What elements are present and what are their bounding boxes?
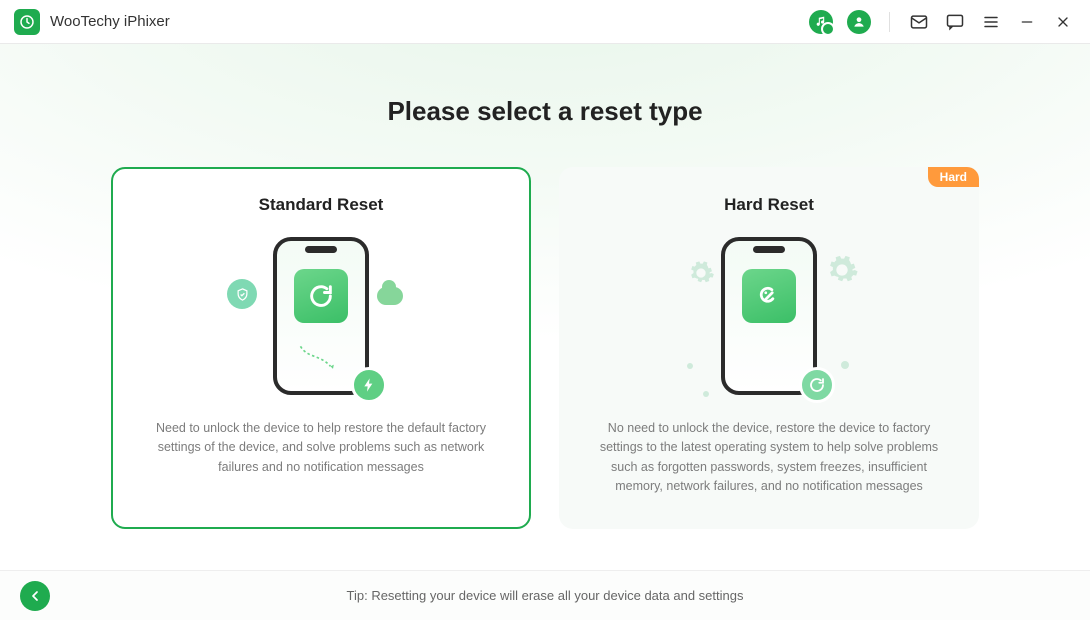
card-illustration — [143, 233, 499, 403]
refresh-icon — [799, 367, 835, 403]
app-title: WooTechy iPhixer — [50, 13, 170, 30]
account-icon[interactable] — [847, 10, 871, 34]
footer: Tip: Resetting your device will erase al… — [0, 570, 1090, 620]
gear-icon — [681, 357, 699, 375]
reset-type-cards: Standard Reset — [0, 167, 1090, 529]
titlebar: WooTechy iPhixer — [0, 0, 1090, 44]
card-description: Need to unlock the device to help restor… — [143, 419, 499, 477]
phone-icon — [721, 237, 817, 395]
card-title: Standard Reset — [143, 195, 499, 215]
card-illustration — [591, 233, 947, 403]
feedback-icon[interactable] — [944, 11, 966, 33]
app-logo — [14, 9, 40, 35]
bolt-icon — [351, 367, 387, 403]
menu-icon[interactable] — [980, 11, 1002, 33]
gear-icon — [825, 253, 859, 287]
music-icon[interactable] — [809, 10, 833, 34]
hard-tag: Hard — [928, 167, 979, 187]
card-standard-reset[interactable]: Standard Reset — [111, 167, 531, 529]
cloud-icon — [377, 287, 403, 305]
gear-icon — [687, 259, 715, 287]
titlebar-divider — [889, 12, 890, 32]
card-title: Hard Reset — [591, 195, 947, 215]
back-button[interactable] — [20, 581, 50, 611]
page-heading: Please select a reset type — [0, 96, 1090, 127]
titlebar-actions — [809, 10, 1074, 34]
phone-icon — [273, 237, 369, 395]
content-area: Please select a reset type Standard Rese… — [0, 44, 1090, 570]
close-button[interactable] — [1052, 11, 1074, 33]
shield-icon — [227, 279, 257, 309]
mail-icon[interactable] — [908, 11, 930, 33]
card-hard-reset[interactable]: Hard Hard Reset — [559, 167, 979, 529]
footer-tip: Tip: Resetting your device will erase al… — [0, 588, 1090, 603]
minimize-button[interactable] — [1016, 11, 1038, 33]
card-description: No need to unlock the device, restore th… — [591, 419, 947, 497]
